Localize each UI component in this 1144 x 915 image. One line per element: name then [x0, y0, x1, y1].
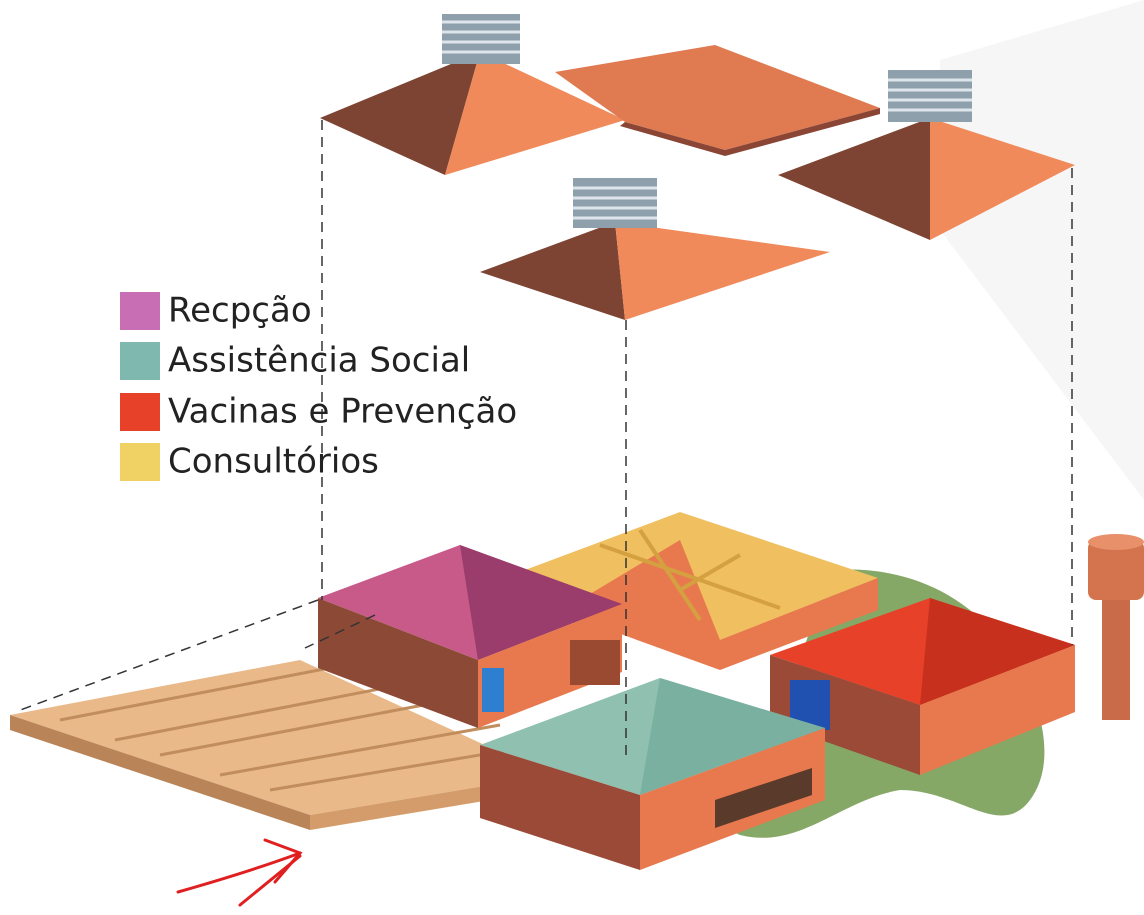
- axonometric-diagram: Recpção Assistência Social Vacinas e Pre…: [0, 0, 1144, 915]
- direction-arrow: [178, 840, 300, 905]
- legend-swatch: [120, 342, 160, 380]
- legend-label: Recpção: [168, 291, 312, 331]
- legend-swatch: [120, 292, 160, 330]
- roof-reception: [320, 14, 625, 175]
- legend: Recpção Assistência Social Vacinas e Pre…: [120, 291, 517, 482]
- legend-label: Consultórios: [168, 442, 379, 482]
- legend-swatch: [120, 443, 160, 481]
- legend-label: Assistência Social: [168, 341, 470, 381]
- legend-label: Vacinas e Prevenção: [168, 392, 517, 432]
- legend-swatch: [120, 393, 160, 431]
- roof-social: [480, 178, 830, 320]
- flat-roof: [555, 45, 880, 150]
- water-tower: [1088, 534, 1144, 720]
